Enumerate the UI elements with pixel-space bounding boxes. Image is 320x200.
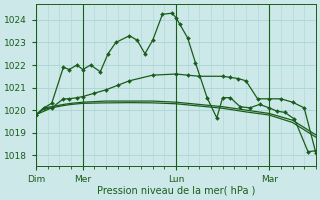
X-axis label: Pression niveau de la mer( hPa ): Pression niveau de la mer( hPa ) (97, 186, 255, 196)
